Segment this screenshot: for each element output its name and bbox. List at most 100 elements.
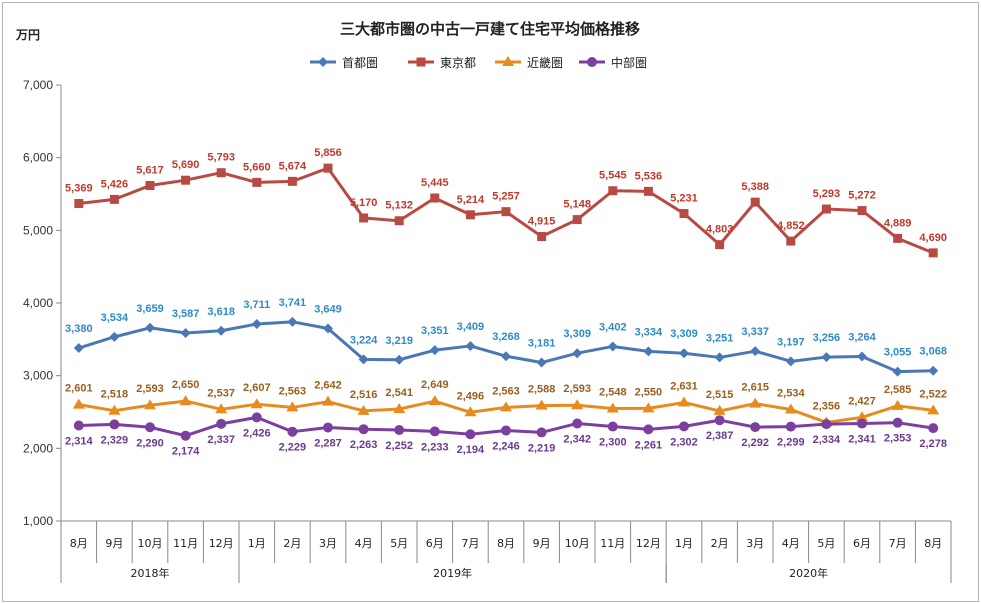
data-point <box>927 404 940 415</box>
data-label: 3,224 <box>350 334 378 346</box>
data-point <box>608 186 618 196</box>
x-tick-label: 2月 <box>711 537 729 550</box>
data-label: 3,649 <box>314 304 342 316</box>
data-label: 2,563 <box>279 385 307 397</box>
data-label: 2,337 <box>207 434 235 446</box>
data-label: 3,380 <box>65 323 93 335</box>
data-point <box>857 418 867 429</box>
legend-item: 近畿圏 <box>495 56 563 70</box>
data-labels: 3,380 3,534 3,659 3,587 3,618 3,711 3,741 3,649… <box>65 147 947 458</box>
legend-label: 中部圏 <box>611 55 647 70</box>
data-label: 5,660 <box>243 161 271 173</box>
data-label: 2,615 <box>741 382 769 394</box>
axes: 1,000 2,000 3,000 4,000 5,000 6,000 7,000 8月 9月 1… <box>23 78 952 583</box>
data-label: 2,246 <box>492 440 520 452</box>
data-label: 3,337 <box>741 326 769 338</box>
x-tick-label: 3月 <box>319 537 337 550</box>
series-line <box>78 320 934 374</box>
data-point <box>750 422 761 433</box>
data-label: 2,314 <box>65 436 93 448</box>
data-label: 3,055 <box>884 347 912 359</box>
data-label: 4,915 <box>528 216 556 228</box>
data-label: 5,445 <box>421 177 449 189</box>
x-tick-label: 11月 <box>600 537 625 550</box>
data-label: 2,593 <box>563 383 591 395</box>
data-label: 2,534 <box>777 388 805 400</box>
y-tick-label: 1,000 <box>23 514 53 528</box>
data-label: 2,541 <box>385 387 413 399</box>
x-tick-label: 6月 <box>426 537 444 550</box>
chart-title: 三大都市圏の中古一戸建て住宅平均価格推移 <box>340 20 640 38</box>
data-point <box>501 351 511 362</box>
data-point <box>642 402 655 413</box>
legend-marker <box>587 57 597 67</box>
data-label: 3,251 <box>706 332 734 344</box>
data-label: 5,231 <box>670 193 698 205</box>
legend-item: 首都圏 <box>310 56 378 70</box>
data-point <box>180 328 191 339</box>
x-tick-label: 8月 <box>70 537 88 550</box>
x-tick-label: 9月 <box>533 537 551 550</box>
series-0 <box>73 316 939 377</box>
data-label: 2,496 <box>457 390 485 402</box>
data-point <box>679 209 689 219</box>
data-label: 5,170 <box>350 197 378 209</box>
data-point <box>785 421 796 432</box>
data-point <box>145 322 155 333</box>
data-label: 2,290 <box>136 437 164 449</box>
data-point <box>784 403 797 414</box>
legend-item: 東京都 <box>408 56 476 70</box>
data-point <box>108 404 121 415</box>
data-label: 2,563 <box>492 385 520 397</box>
data-point <box>606 402 619 413</box>
data-point <box>179 395 192 406</box>
data-point <box>821 419 832 430</box>
data-label: 2,261 <box>635 439 663 451</box>
data-label: 2,219 <box>528 442 556 454</box>
data-point <box>109 331 120 342</box>
data-label: 3,659 <box>136 303 164 315</box>
data-point <box>430 193 440 203</box>
data-point <box>537 232 547 242</box>
data-label: 3,181 <box>528 338 556 350</box>
data-point <box>428 395 441 406</box>
data-point <box>287 316 298 327</box>
data-point <box>500 401 512 412</box>
x-tick-label: 11月 <box>173 537 198 550</box>
data-point <box>323 163 333 173</box>
y-tick-label: 5,000 <box>23 223 53 237</box>
data-label: 3,618 <box>207 306 235 318</box>
data-label: 2,427 <box>848 395 876 407</box>
data-label: 3,351 <box>421 325 449 337</box>
data-point <box>109 194 119 204</box>
data-point <box>643 424 654 435</box>
data-point <box>572 418 583 429</box>
series-2 <box>72 395 940 427</box>
data-label: 2,631 <box>670 380 698 392</box>
x-tick-label: 8月 <box>924 537 942 550</box>
data-point <box>714 415 725 426</box>
data-point <box>536 427 547 438</box>
data-label: 5,257 <box>492 191 520 203</box>
data-label: 3,534 <box>101 312 129 324</box>
data-label: 5,214 <box>457 194 485 206</box>
data-point <box>893 233 903 243</box>
data-label: 2,516 <box>350 389 378 401</box>
data-label: 2,356 <box>813 400 841 412</box>
data-point <box>607 421 618 432</box>
data-point <box>750 197 760 207</box>
x-tick-label: 8月 <box>497 537 515 550</box>
data-label: 5,856 <box>314 147 342 159</box>
data-label: 2,537 <box>207 387 235 399</box>
data-label: 2,550 <box>635 386 663 398</box>
data-point <box>535 399 548 410</box>
data-label: 2,287 <box>314 437 342 449</box>
data-label: 5,545 <box>599 170 627 182</box>
data-label: 5,132 <box>385 200 413 212</box>
data-point <box>857 206 867 216</box>
data-point <box>928 365 939 376</box>
data-label: 2,342 <box>563 433 591 445</box>
data-label: 2,387 <box>706 430 734 442</box>
legend-label: 近畿圏 <box>527 56 563 70</box>
data-label: 3,334 <box>635 326 663 338</box>
